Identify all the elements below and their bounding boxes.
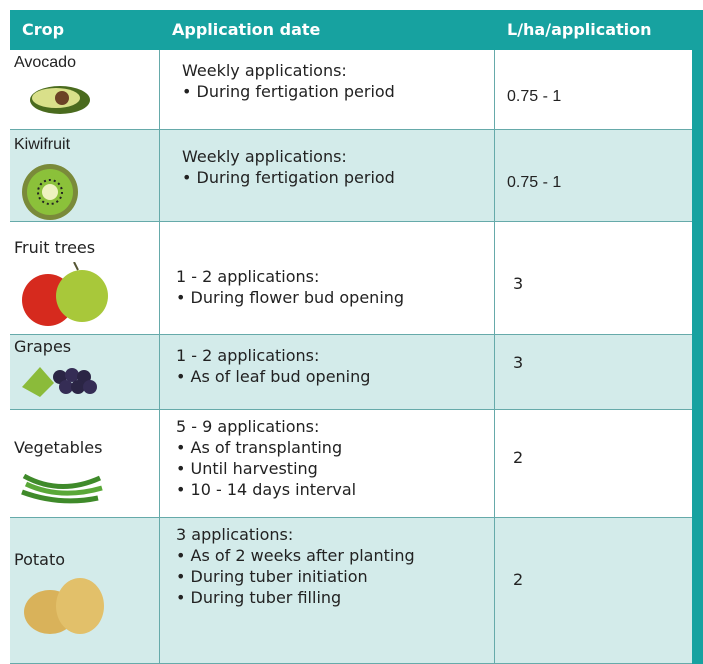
application-cell: 1 - 2 applications:• As of leaf bud open…	[160, 335, 495, 409]
application-line: • During fertigation period	[182, 81, 395, 102]
crop-name: Vegetables	[14, 438, 102, 457]
application-cell: 5 - 9 applications:• As of transplanting…	[160, 410, 495, 517]
crop-cell: Fruit trees	[10, 222, 160, 334]
rate-cell: 2	[495, 518, 692, 663]
application-line: • As of leaf bud opening	[176, 366, 370, 387]
application-cell: 3 applications:• As of 2 weeks after pla…	[160, 518, 495, 663]
application-line: • During fertigation period	[182, 167, 395, 188]
crop-name: Grapes	[14, 337, 71, 356]
application-line: Weekly applications:	[182, 146, 395, 167]
application-line: 3 applications:	[176, 524, 415, 545]
crop-icon	[20, 262, 110, 326]
side-strip	[692, 10, 703, 664]
crop-cell: Vegetables	[10, 410, 160, 517]
crop-cell: Potato	[10, 518, 160, 663]
application-line: • 10 - 14 days interval	[176, 479, 356, 500]
application-lines: Weekly applications:• During fertigation…	[182, 146, 395, 188]
table-row: Vegetables 5 - 9 applications:• As of tra…	[10, 410, 692, 518]
application-line: • Until harvesting	[176, 458, 356, 479]
application-line: • During tuber initiation	[176, 566, 415, 587]
application-line: Weekly applications:	[182, 60, 395, 81]
crop-icon	[20, 466, 106, 510]
table-row: Kiwifruit Weekly applications:• During fe…	[10, 130, 692, 222]
crop-cell: Grapes	[10, 335, 160, 409]
crop-name: Avocado	[14, 54, 76, 72]
application-cell: Weekly applications:• During fertigation…	[160, 130, 495, 221]
rate-cell: 0.75 - 1	[495, 50, 692, 129]
application-lines: 1 - 2 applications:• As of leaf bud open…	[176, 345, 370, 387]
application-line: 1 - 2 applications:	[176, 345, 370, 366]
crop-cell: Kiwifruit	[10, 130, 160, 221]
rate: 3	[513, 353, 523, 372]
application-line: • During tuber filling	[176, 587, 415, 608]
application-lines: 1 - 2 applications:• During flower bud o…	[176, 266, 404, 308]
page: Crop Application date L/ha/application A…	[0, 0, 703, 664]
application-line: 1 - 2 applications:	[176, 266, 404, 287]
header-cell: Application date	[160, 10, 495, 50]
rate: 3	[513, 274, 523, 293]
rate-cell: 0.75 - 1	[495, 130, 692, 221]
crop-name: Potato	[14, 550, 65, 569]
header-cell: Crop	[10, 10, 160, 50]
crop-icon	[20, 80, 100, 120]
rate: 0.75 - 1	[507, 88, 561, 106]
application-lines: 3 applications:• As of 2 weeks after pla…	[176, 524, 415, 608]
rate-cell: 3	[495, 222, 692, 334]
application-lines: Weekly applications:• During fertigation…	[182, 60, 395, 102]
rate: 0.75 - 1	[507, 174, 561, 192]
crop-icon	[20, 162, 80, 222]
table-row: Potato 3 applications:• As of 2 weeks aft…	[10, 518, 692, 664]
application-lines: 5 - 9 applications:• As of transplanting…	[176, 416, 356, 500]
application-line: 5 - 9 applications:	[176, 416, 356, 437]
rate: 2	[513, 570, 523, 589]
application-line: • During flower bud opening	[176, 287, 404, 308]
application-cell: Weekly applications:• During fertigation…	[160, 50, 495, 129]
crop-icon	[20, 357, 110, 401]
application-cell: 1 - 2 applications:• During flower bud o…	[160, 222, 495, 334]
rate: 2	[513, 448, 523, 467]
rate-cell: 2	[495, 410, 692, 517]
header-cell: L/ha/application	[495, 10, 692, 50]
crop-name: Fruit trees	[14, 238, 95, 257]
table-row: Grapes 1 - 2 applications:• As of leaf bu…	[10, 335, 692, 410]
crop-cell: Avocado	[10, 50, 160, 129]
table-row: Avocado Weekly applications:• During fert…	[10, 50, 692, 130]
application-line: • As of transplanting	[176, 437, 356, 458]
application-line: • As of 2 weeks after planting	[176, 545, 415, 566]
crop-icon	[20, 576, 106, 640]
rate-cell: 3	[495, 335, 692, 409]
crop-name: Kiwifruit	[14, 136, 70, 154]
table-row: Fruit trees 1 - 2 applications:• During f…	[10, 222, 692, 335]
